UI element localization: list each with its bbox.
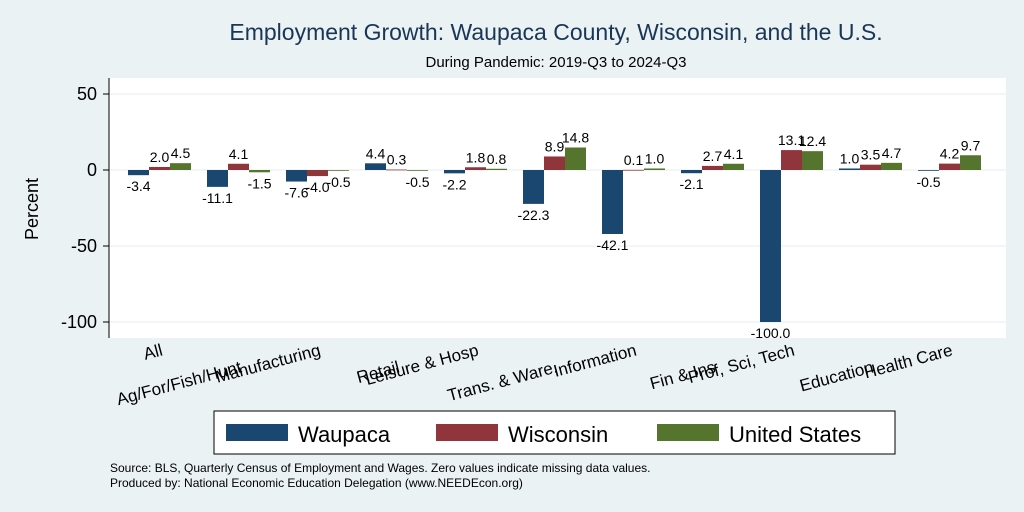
bar-united-states <box>881 162 902 170</box>
y-tick-label: 0 <box>87 160 97 180</box>
data-label: -4.0 <box>305 179 329 195</box>
data-label: -42.1 <box>597 237 629 253</box>
bar-united-states <box>328 170 349 171</box>
data-labels: -3.42.0 4.5-11.14.1-1.5-7.6-4.0-0.54.4 0.3… <box>126 130 980 341</box>
data-label: 9.7 <box>961 137 981 153</box>
bar-united-states <box>486 168 507 170</box>
bar-waupaca <box>207 170 228 187</box>
data-label: 13.1 <box>778 132 805 148</box>
bar-wisconsin <box>702 165 723 170</box>
legend <box>213 410 896 455</box>
data-label: -0.5 <box>916 174 940 190</box>
y-axis-title: Percent <box>22 178 42 240</box>
y-axis: 50 0 -50 -100 <box>61 84 109 332</box>
bar-united-states <box>170 163 191 170</box>
chart-title: Employment Growth: Waupaca County, Wisco… <box>229 19 882 45</box>
data-label: 1.0 <box>840 150 860 166</box>
bar-waupaca <box>602 170 623 234</box>
data-label: -0.5 <box>405 174 429 190</box>
data-label: 0.8 <box>487 151 507 167</box>
category-label: Prof, Sci, Tech <box>686 341 796 388</box>
bar-waupaca <box>839 168 860 170</box>
chart-subtitle: During Pandemic: 2019-Q3 to 2024-Q3 <box>426 54 687 71</box>
legend-entries: Waupaca Wisconsin United States <box>226 422 861 447</box>
data-label: -3.4 <box>126 178 150 194</box>
data-label: -100.0 <box>751 325 791 341</box>
bar-united-states <box>644 168 665 170</box>
data-label: 4.1 <box>724 146 744 162</box>
bar-wisconsin <box>781 150 802 170</box>
y-tick-label: -100 <box>61 312 97 332</box>
bar-waupaca <box>523 170 544 204</box>
bar-wisconsin <box>307 170 328 177</box>
data-label: 4.7 <box>882 145 902 161</box>
bar-waupaca <box>760 170 781 322</box>
category-label: Information <box>551 341 638 381</box>
plot-area <box>109 78 1006 338</box>
bar-wisconsin <box>623 169 644 171</box>
data-label: -11.1 <box>202 190 233 206</box>
category-label: Trans. & Ware. <box>445 358 559 406</box>
bar-waupaca <box>286 170 307 182</box>
bar-united-states <box>723 163 744 170</box>
bar-united-states <box>565 147 586 170</box>
bar-wisconsin <box>939 163 960 170</box>
data-label: -7.6 <box>284 185 308 201</box>
source-note: Source: BLS, Quarterly Census of Employm… <box>110 461 650 475</box>
bar-waupaca <box>365 163 386 170</box>
bar-wisconsin <box>386 169 407 171</box>
data-label: -2.2 <box>442 176 466 192</box>
data-label: 8.9 <box>545 138 565 154</box>
legend-label: Wisconsin <box>508 422 608 447</box>
bar-united-states <box>407 170 428 171</box>
data-label: 0.3 <box>387 152 407 168</box>
category-label: Manufacturing <box>214 341 323 387</box>
category-label: All <box>141 341 164 364</box>
data-label: 14.8 <box>562 130 589 146</box>
data-label: 4.1 <box>229 146 249 162</box>
bars <box>128 147 981 322</box>
data-label: -22.3 <box>518 207 550 223</box>
y-tick-label: 50 <box>77 84 97 104</box>
bar-waupaca <box>444 170 465 174</box>
bar-waupaca <box>918 170 939 171</box>
data-label: -0.5 <box>326 174 350 190</box>
legend-swatch <box>436 424 498 441</box>
y-tick-label: -50 <box>71 236 97 256</box>
data-label: 1.8 <box>466 149 486 165</box>
data-label: 12.4 <box>799 133 826 149</box>
data-label: 4.2 <box>940 146 960 162</box>
data-label: 2.0 <box>150 149 170 165</box>
data-label: 2.7 <box>703 148 723 164</box>
bar-wisconsin <box>465 167 486 170</box>
data-label: 1.0 <box>645 150 665 166</box>
legend-label: Waupaca <box>298 422 391 447</box>
data-label: 4.4 <box>366 145 386 161</box>
legend-swatch <box>657 424 719 441</box>
bar-wisconsin <box>149 166 170 170</box>
bar-waupaca <box>681 170 702 174</box>
bar-wisconsin <box>544 156 565 170</box>
bar-wisconsin <box>228 163 249 170</box>
data-label: -2.1 <box>679 176 703 192</box>
data-label: 0.1 <box>624 152 644 168</box>
bar-united-states <box>960 155 981 170</box>
bar-wisconsin <box>860 164 881 170</box>
bar-waupaca <box>128 170 149 176</box>
legend-swatch <box>226 424 288 441</box>
bar-united-states <box>249 170 270 173</box>
data-label: 4.5 <box>171 145 191 161</box>
legend-label: United States <box>729 422 861 447</box>
data-label: 3.5 <box>861 147 881 163</box>
bar-united-states <box>802 151 823 170</box>
category-label: Health Care <box>862 341 955 383</box>
data-label: -1.5 <box>247 175 271 191</box>
credit-note: Produced by: National Economic Education… <box>110 476 523 490</box>
